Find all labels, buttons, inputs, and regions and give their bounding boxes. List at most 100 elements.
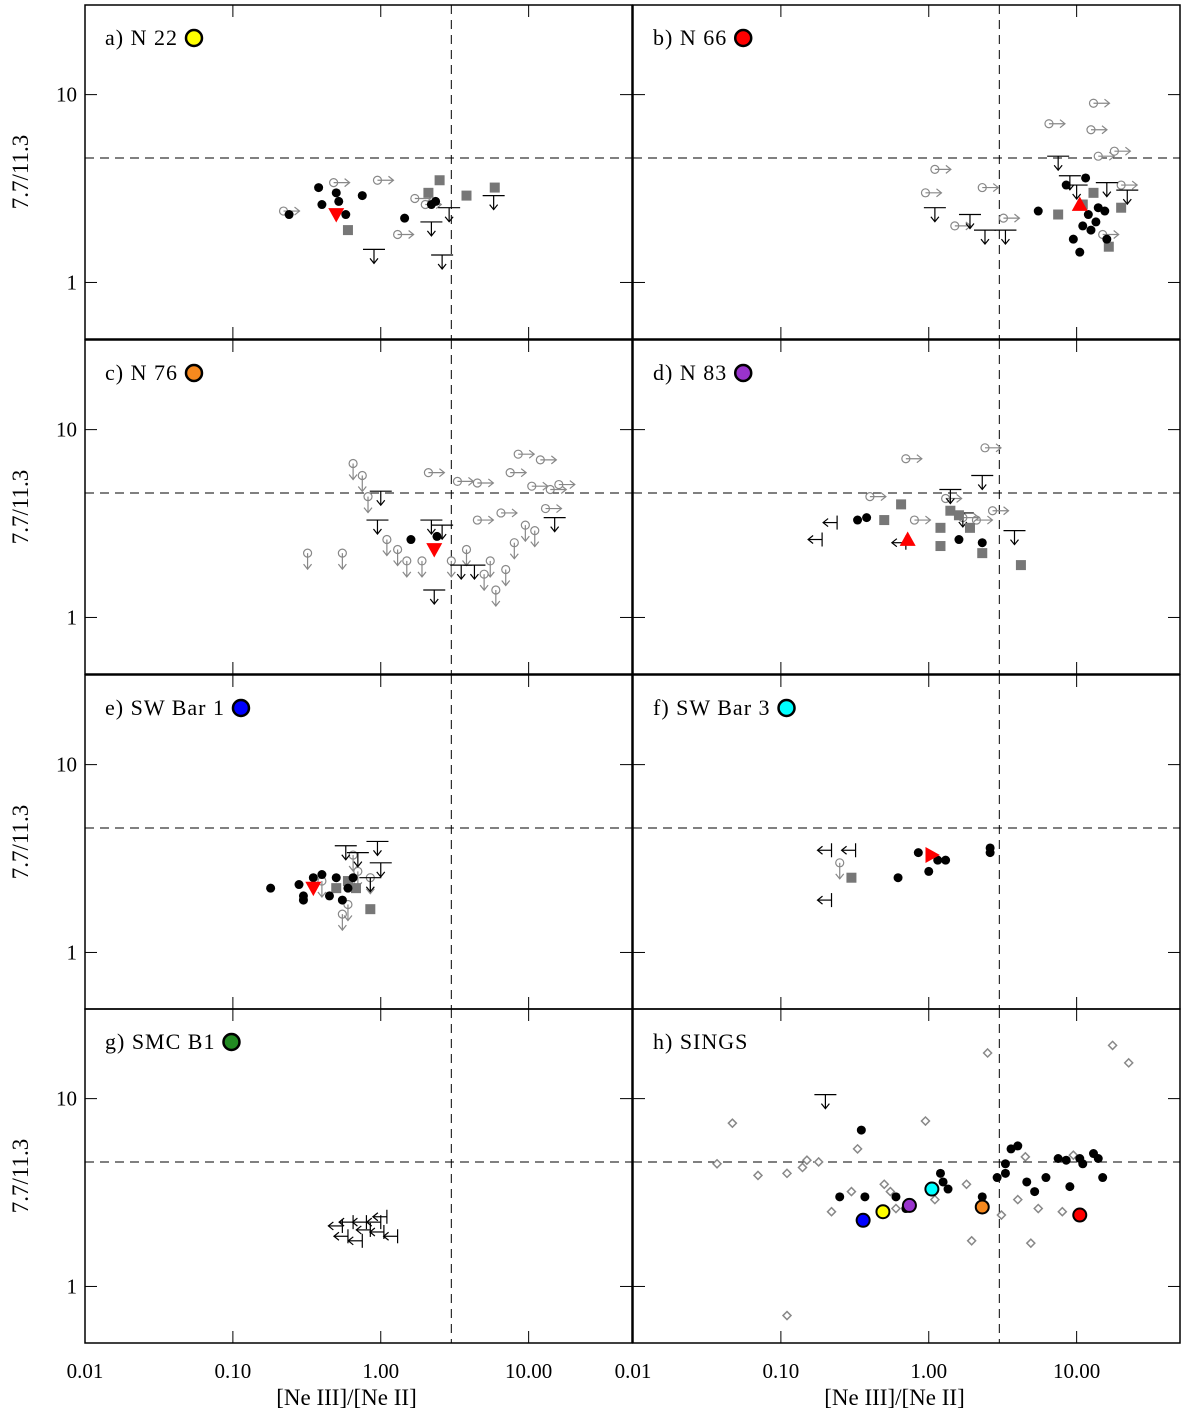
data-point	[1083, 210, 1093, 220]
data-point	[801, 1155, 812, 1166]
data-point	[329, 178, 351, 188]
square	[935, 541, 946, 552]
square	[879, 515, 890, 526]
data-point	[393, 544, 403, 567]
data-point	[973, 229, 996, 246]
arrow-head	[520, 535, 530, 543]
y-tick-label: 1	[67, 270, 78, 294]
data-point	[1033, 206, 1043, 216]
data-point	[400, 213, 410, 223]
data-point	[342, 225, 353, 236]
data-point	[982, 1047, 993, 1059]
square	[365, 904, 376, 915]
dot	[1100, 206, 1110, 216]
arrow-head	[426, 528, 436, 536]
data-point	[977, 182, 1000, 193]
dot	[1000, 1168, 1010, 1178]
data-point	[856, 1125, 866, 1135]
data-point	[423, 468, 446, 478]
x-tick-label: 0.10	[215, 1359, 252, 1383]
data-point	[814, 1094, 837, 1110]
data-point	[331, 883, 342, 894]
data-point	[1061, 1155, 1071, 1165]
data-point	[1068, 234, 1078, 244]
data-point	[901, 454, 923, 464]
data-point	[909, 515, 932, 525]
diamond	[961, 1179, 972, 1190]
data-point	[554, 479, 576, 490]
dot	[317, 200, 327, 210]
dot	[985, 848, 995, 858]
arrow-head	[840, 845, 847, 855]
data-point	[941, 855, 951, 865]
data-point	[338, 1215, 354, 1230]
data-point	[933, 855, 943, 865]
data-point	[543, 517, 566, 533]
diamond	[813, 1156, 824, 1168]
arrow-head	[368, 1227, 376, 1237]
x-tick-label: 0.10	[763, 1359, 800, 1383]
dot	[337, 895, 347, 905]
data-point	[935, 541, 946, 552]
arrow-head	[487, 515, 495, 525]
arrow-head	[344, 178, 351, 188]
dot	[1041, 1173, 1051, 1183]
dot	[1093, 1153, 1103, 1163]
dot	[856, 1125, 866, 1135]
arrow-head	[973, 513, 980, 523]
region-marker	[231, 698, 251, 718]
dot	[862, 513, 872, 523]
data-point	[402, 556, 412, 578]
data-point	[432, 531, 442, 541]
data-point	[527, 481, 549, 491]
arrow-head	[916, 454, 923, 464]
data-point	[938, 1177, 948, 1187]
average-point	[855, 1212, 871, 1228]
dot	[1083, 210, 1093, 220]
arrow-head	[355, 1225, 362, 1235]
dot	[1075, 247, 1085, 257]
dot	[432, 531, 442, 541]
arrow-head	[351, 1217, 358, 1227]
square	[935, 522, 946, 533]
arrow-head	[1000, 238, 1010, 246]
panel-label: h) SINGS	[653, 1029, 748, 1054]
arrow-head	[501, 580, 511, 587]
data-point	[346, 852, 369, 868]
data-point	[359, 877, 382, 893]
data-point	[855, 1212, 871, 1228]
square	[1088, 187, 1099, 198]
arrow-head	[444, 216, 454, 223]
plot-frame	[632, 339, 1181, 675]
diamond	[996, 1209, 1007, 1221]
arrow-head	[945, 498, 955, 505]
data-point	[1022, 1177, 1032, 1187]
data-point	[727, 1118, 738, 1129]
data-point	[472, 478, 495, 488]
diamond	[846, 1186, 857, 1197]
arrow-head	[388, 175, 395, 185]
dot	[1086, 225, 1096, 235]
data-point	[337, 909, 347, 932]
arrow-head	[487, 478, 495, 488]
data-point	[954, 535, 964, 545]
data-point	[896, 499, 907, 510]
arrow-head	[1053, 164, 1063, 172]
dot	[1033, 206, 1043, 216]
diamond	[781, 1168, 793, 1179]
data-point	[924, 1181, 940, 1197]
data-point	[1116, 202, 1127, 213]
data-point	[298, 891, 308, 901]
arrow-head	[890, 538, 898, 548]
arrow-head	[530, 541, 540, 548]
data-point	[1107, 1040, 1118, 1051]
arrow-head	[429, 598, 439, 605]
square	[1015, 560, 1026, 571]
data-point	[342, 876, 353, 887]
data-point	[369, 862, 392, 878]
panel: 1 10 c) N 76 7.7/11.3	[8, 339, 633, 675]
data-point	[1102, 234, 1112, 244]
dot	[400, 213, 410, 223]
diamond	[966, 1235, 977, 1246]
data-point	[890, 1203, 902, 1214]
